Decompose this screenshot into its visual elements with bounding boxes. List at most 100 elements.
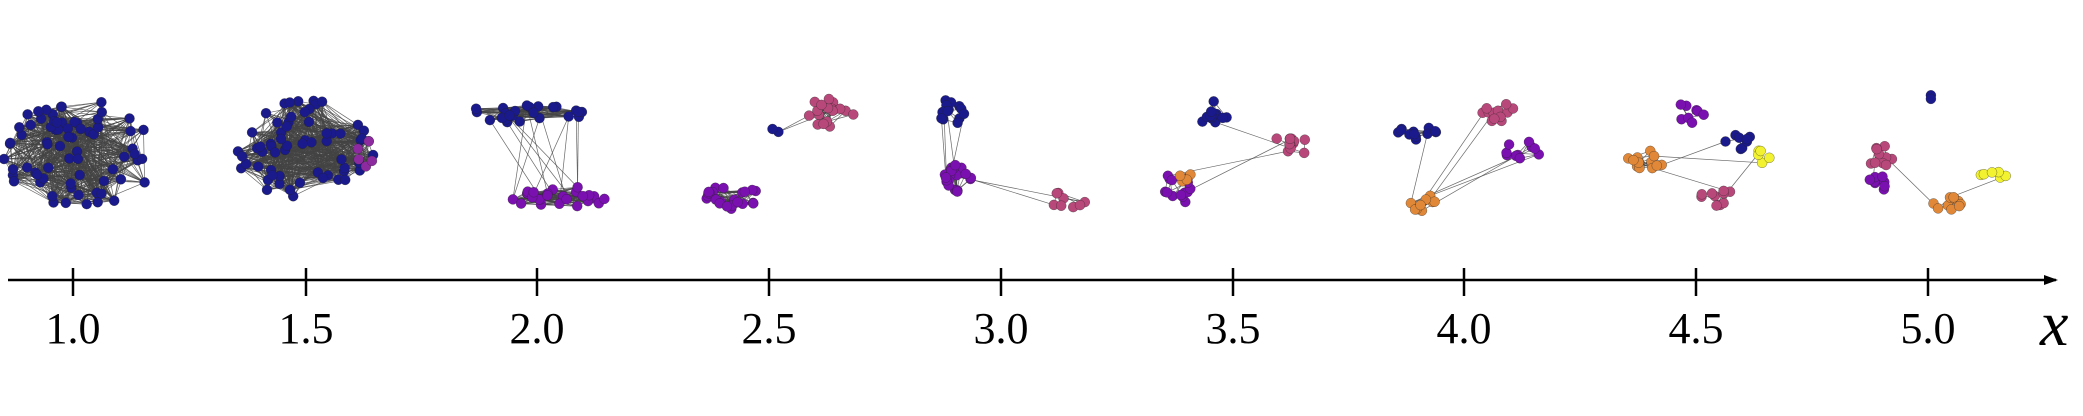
network-node xyxy=(1430,126,1441,137)
network-edge xyxy=(129,118,143,160)
network-node xyxy=(1954,200,1965,212)
network-edge xyxy=(309,108,363,139)
network-node xyxy=(1271,133,1282,144)
network-node xyxy=(269,147,281,158)
network-node xyxy=(1880,159,1892,171)
network-node xyxy=(1174,170,1186,181)
network-node xyxy=(281,121,292,132)
network-node xyxy=(572,182,583,193)
network-node xyxy=(952,186,963,197)
network-node xyxy=(528,187,539,198)
network-edge xyxy=(12,134,22,170)
network-edge xyxy=(526,105,548,194)
network-node xyxy=(1395,125,1406,136)
network-edge xyxy=(559,116,570,204)
network-node xyxy=(1523,136,1535,148)
x-tick-label: 4.0 xyxy=(1437,304,1492,353)
network-edge xyxy=(237,151,324,179)
network-edge xyxy=(242,155,324,179)
network-edge xyxy=(53,153,135,203)
network-edge xyxy=(3,129,59,160)
network-node xyxy=(119,151,130,162)
network-edge xyxy=(521,203,578,207)
network-node xyxy=(767,123,778,135)
network-node xyxy=(138,124,149,136)
network-node xyxy=(1648,150,1660,162)
x-tick-label: 3.5 xyxy=(1206,304,1261,353)
network-snapshot xyxy=(470,100,610,212)
network-edge xyxy=(101,111,131,132)
network-node xyxy=(129,148,140,160)
x-tick-label: 3.0 xyxy=(974,304,1029,353)
network-edge xyxy=(3,111,102,160)
network-node xyxy=(1299,134,1310,145)
network-node xyxy=(7,164,19,175)
network-node xyxy=(1503,139,1515,150)
network-node xyxy=(528,107,539,118)
network-edge xyxy=(1420,108,1487,206)
network-node xyxy=(1706,188,1718,199)
network-edge xyxy=(280,138,367,167)
network-node xyxy=(1051,188,1062,199)
network-node xyxy=(303,116,315,128)
network-node xyxy=(1686,117,1698,128)
network-node xyxy=(958,108,970,119)
network-edge xyxy=(36,174,145,183)
network-node xyxy=(96,97,107,108)
network-edge xyxy=(101,111,145,183)
network-edge xyxy=(308,121,361,171)
network-node xyxy=(818,118,829,130)
network-node xyxy=(515,198,527,209)
network-node xyxy=(352,143,364,154)
network-node xyxy=(42,139,53,150)
network-node xyxy=(72,153,84,165)
network-node xyxy=(281,140,293,151)
network-node xyxy=(109,195,120,206)
network-node xyxy=(507,194,519,205)
network-edge xyxy=(1661,141,1726,166)
network-node xyxy=(748,198,759,209)
network-snapshot xyxy=(1623,99,1775,211)
x-tick-label: 1.5 xyxy=(279,304,334,353)
network-edge xyxy=(61,106,114,170)
x-tick-label: 4.5 xyxy=(1669,304,1724,353)
network-node xyxy=(1764,152,1775,163)
network-node xyxy=(599,193,610,205)
network-edge xyxy=(1654,155,1763,164)
network-node xyxy=(1864,174,1875,185)
network-node xyxy=(1481,103,1492,114)
network-edge xyxy=(237,108,310,152)
network-node xyxy=(1718,185,1729,197)
network-edge xyxy=(272,143,303,176)
network-node xyxy=(286,111,297,122)
network-node xyxy=(336,154,347,165)
network-edge xyxy=(61,106,102,113)
network-nodes xyxy=(232,95,379,202)
network-node xyxy=(1755,145,1766,157)
network-node xyxy=(246,127,258,138)
network-node xyxy=(236,151,248,162)
network-node xyxy=(317,172,329,184)
network-node xyxy=(81,198,92,210)
network-node xyxy=(1720,136,1731,147)
network-node xyxy=(136,153,148,165)
network-node xyxy=(22,109,33,120)
network-node xyxy=(5,137,16,149)
network-node xyxy=(98,175,110,187)
network-node xyxy=(124,113,135,124)
network-node xyxy=(96,106,107,118)
network-node xyxy=(75,123,86,135)
network-node xyxy=(340,174,351,186)
network-node xyxy=(115,174,127,185)
network-edge xyxy=(97,182,145,203)
network-node xyxy=(1409,128,1420,140)
network-edge xyxy=(778,109,835,133)
network-edge xyxy=(19,126,145,183)
network-node xyxy=(25,119,36,131)
network-edge xyxy=(13,180,54,203)
network-edge xyxy=(86,168,114,205)
network-node xyxy=(363,136,374,147)
network-node xyxy=(573,106,584,117)
network-node xyxy=(521,100,533,111)
network-node xyxy=(261,184,273,196)
